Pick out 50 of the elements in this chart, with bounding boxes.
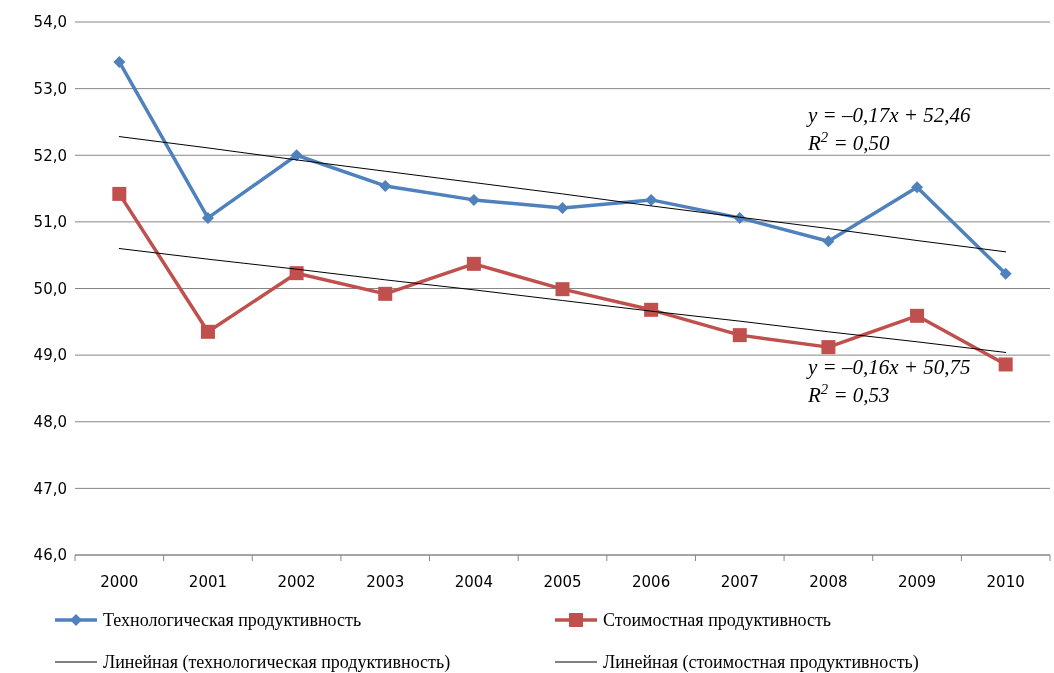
point xyxy=(911,181,924,194)
point xyxy=(113,55,126,68)
x-tick-label: 2004 xyxy=(454,573,493,591)
legend-label: Линейная (технологическая продуктивность) xyxy=(103,652,451,673)
point xyxy=(998,357,1013,372)
point xyxy=(112,186,127,201)
line-series xyxy=(118,248,1007,353)
annotation: y = –0,16x + 50,75 xyxy=(806,355,971,379)
x-tick-label: 2003 xyxy=(366,573,405,591)
point xyxy=(555,282,570,297)
point xyxy=(556,201,569,214)
y-tick-label: 54,0 xyxy=(33,13,67,32)
y-tick-label: 52,0 xyxy=(33,146,67,165)
point xyxy=(289,266,304,281)
annotation: R$^{2}$ = 0,53 xyxy=(807,381,890,407)
point xyxy=(201,211,214,224)
x-tick-label: 2007 xyxy=(720,573,759,591)
legend-label: Технологическая продуктивность xyxy=(103,610,362,631)
point xyxy=(645,193,658,206)
point xyxy=(379,179,392,192)
legend-label: Стоимостная продуктивность xyxy=(603,610,832,631)
annotation: R$^{2}$ = 0,50 xyxy=(807,129,891,155)
x-tick-label: 2009 xyxy=(897,573,937,591)
y-tick-label: 49,0 xyxy=(33,346,67,365)
point xyxy=(644,302,659,317)
point xyxy=(290,149,303,162)
point xyxy=(378,286,393,301)
y-tick-label: 53,0 xyxy=(33,79,67,98)
point xyxy=(200,324,215,339)
legend-label: Линейная (стоимостная продуктивность) xyxy=(603,652,919,673)
y-tick-label: 48,0 xyxy=(33,413,67,431)
point xyxy=(467,193,480,206)
point xyxy=(999,267,1012,280)
x-tick-label: 2006 xyxy=(632,573,671,591)
point xyxy=(732,328,747,343)
y-tick-label: 50,0 xyxy=(33,279,67,298)
x-tick-label: 2010 xyxy=(986,573,1025,591)
point xyxy=(822,235,835,248)
x-tick-label: 2000 xyxy=(100,573,139,591)
x-tick-label: 2005 xyxy=(543,573,582,591)
point xyxy=(910,308,925,323)
y-tick-label: 46,0 xyxy=(33,546,67,565)
y-tick-label: 51,0 xyxy=(33,213,67,232)
x-tick-label: 2001 xyxy=(188,573,228,591)
x-tick-label: 2008 xyxy=(809,573,848,591)
annotation: y = –0,17x + 52,46 xyxy=(806,103,971,127)
y-tick-label: 47,0 xyxy=(33,479,67,498)
point xyxy=(466,256,481,271)
x-tick-label: 2002 xyxy=(277,573,316,591)
point xyxy=(821,340,836,355)
